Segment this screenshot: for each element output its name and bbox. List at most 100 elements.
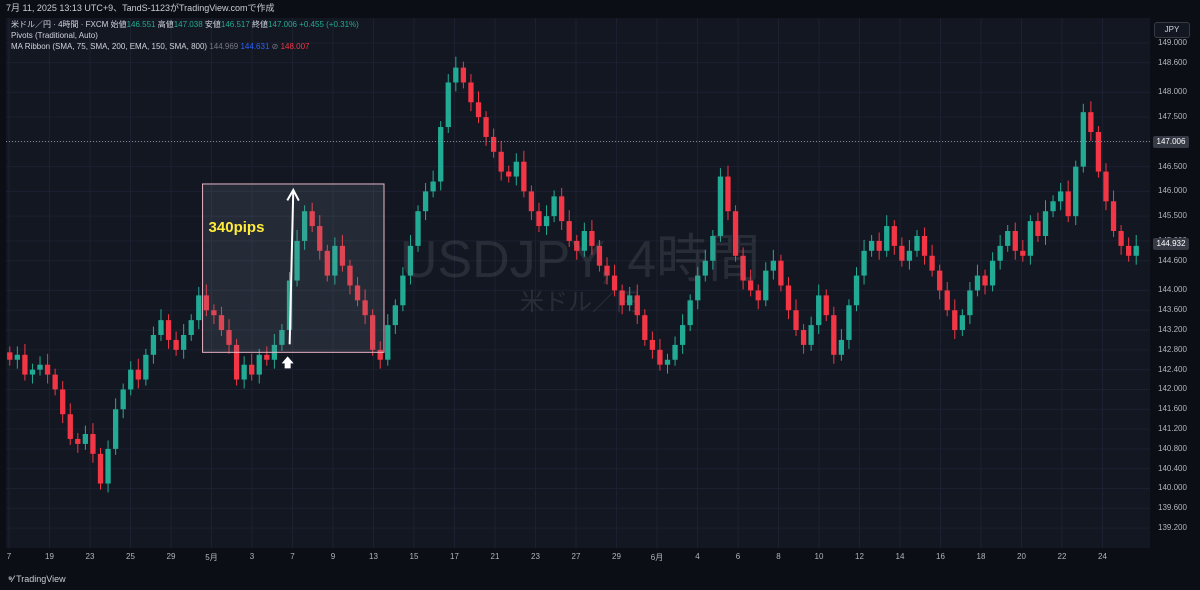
legend-high-label: 高値 bbox=[157, 20, 174, 29]
price-axis-label: 146.000 bbox=[1158, 186, 1187, 196]
candle bbox=[959, 315, 965, 331]
candle bbox=[642, 315, 648, 340]
candle bbox=[717, 176, 724, 236]
candle bbox=[589, 231, 595, 246]
candle bbox=[226, 330, 232, 345]
candle bbox=[687, 300, 693, 326]
candle bbox=[695, 275, 701, 301]
price-axis-label: 143.200 bbox=[1158, 325, 1187, 335]
time-axis-label: 21 bbox=[490, 552, 500, 561]
candle bbox=[385, 325, 391, 360]
candle bbox=[846, 305, 852, 340]
price-axis-label: 141.600 bbox=[1158, 404, 1187, 414]
candle bbox=[105, 448, 111, 484]
price-axis-label: 146.500 bbox=[1158, 161, 1187, 171]
candle bbox=[1020, 250, 1026, 256]
candle bbox=[150, 334, 157, 355]
candle bbox=[22, 354, 28, 375]
candle bbox=[392, 305, 398, 326]
candle bbox=[891, 226, 897, 246]
time-axis-label: 6 bbox=[735, 552, 741, 561]
candle bbox=[203, 295, 209, 311]
candle bbox=[868, 240, 875, 251]
candle bbox=[430, 181, 436, 192]
price-axis-label: 144.000 bbox=[1158, 285, 1187, 295]
candle bbox=[347, 265, 353, 286]
candle bbox=[498, 151, 504, 172]
candle bbox=[218, 315, 225, 331]
candle bbox=[755, 290, 761, 301]
candle bbox=[679, 325, 686, 345]
candle bbox=[249, 364, 255, 375]
candle bbox=[853, 275, 860, 306]
time-axis-label: 16 bbox=[936, 552, 945, 561]
candle bbox=[475, 102, 482, 118]
candle bbox=[732, 211, 739, 256]
candle bbox=[1133, 245, 1139, 256]
candle bbox=[453, 67, 459, 83]
candle bbox=[997, 245, 1003, 261]
price-axis-label: 149.000 bbox=[1158, 37, 1187, 47]
candle bbox=[800, 330, 807, 345]
price-axis-label: 139.200 bbox=[1158, 523, 1187, 533]
candle bbox=[1110, 201, 1117, 232]
price-axis-label: 140.400 bbox=[1158, 463, 1187, 473]
candle bbox=[778, 260, 784, 286]
candle bbox=[838, 339, 845, 355]
candle bbox=[52, 374, 58, 390]
candle bbox=[264, 354, 270, 360]
candle bbox=[1027, 221, 1034, 256]
time-axis-label: 23 bbox=[531, 552, 540, 561]
candle bbox=[279, 330, 285, 345]
legend-close-label: 終値 bbox=[252, 20, 269, 29]
legend-ribbon[interactable]: MA Ribbon (SMA, 75, SMA, 200, EMA, 150, … bbox=[11, 42, 208, 51]
candle bbox=[710, 235, 716, 261]
pips-label: 340pips bbox=[209, 219, 265, 236]
time-axis-label: 20 bbox=[1017, 552, 1026, 561]
candle bbox=[309, 211, 315, 227]
candle bbox=[816, 295, 822, 326]
candle bbox=[362, 300, 368, 316]
time-axis-label: 22 bbox=[1057, 552, 1067, 561]
candle bbox=[407, 245, 414, 276]
price-axis-label: 144.600 bbox=[1158, 255, 1187, 265]
tradingview-logo[interactable]: ⁹⁄ TradingView bbox=[8, 574, 66, 584]
price-axis-label: 148.600 bbox=[1158, 57, 1187, 67]
candle bbox=[301, 211, 308, 241]
price-axis-label: 139.600 bbox=[1158, 503, 1187, 513]
current-price-label: 147.006 bbox=[1153, 135, 1189, 148]
legend-close: 147.006 bbox=[268, 20, 297, 29]
candle bbox=[445, 82, 451, 128]
price-axis-label: 145.500 bbox=[1158, 211, 1187, 221]
price-axis-label: 143.600 bbox=[1158, 305, 1187, 315]
legend-hidden-icon[interactable]: ⊘ bbox=[271, 42, 279, 51]
candle bbox=[90, 434, 96, 454]
candle bbox=[793, 310, 799, 331]
price-axis-label: 140.000 bbox=[1158, 483, 1187, 493]
legend-high: 147.038 bbox=[173, 20, 203, 29]
time-axis-label: 27 bbox=[571, 552, 581, 561]
candle bbox=[702, 260, 708, 276]
chart-pane[interactable]: 340pips342pips bbox=[6, 18, 1150, 548]
candle bbox=[317, 226, 323, 251]
watermark-sub: 米ドル／円 bbox=[520, 289, 640, 316]
candle bbox=[506, 171, 512, 177]
legend-low-label: 安値 bbox=[204, 20, 221, 29]
currency-button[interactable]: JPY bbox=[1154, 22, 1190, 38]
candle bbox=[112, 409, 119, 449]
candle bbox=[143, 354, 149, 380]
candle bbox=[785, 285, 792, 311]
time-axis-label: 18 bbox=[976, 552, 986, 561]
legend-pivots[interactable]: Pivots (Traditional, Auto) bbox=[11, 31, 98, 40]
candle bbox=[332, 245, 338, 276]
candle bbox=[377, 349, 383, 360]
candle bbox=[543, 216, 550, 227]
candle bbox=[770, 260, 776, 271]
candle bbox=[1005, 231, 1011, 246]
candle bbox=[1080, 112, 1086, 167]
time-axis-label: 10 bbox=[814, 552, 824, 561]
current-price-label: 144.932 bbox=[1153, 238, 1189, 251]
legend-symbol[interactable]: 米ドル／円 · 4時間 · FXCM bbox=[11, 20, 109, 29]
price-chart[interactable]: 340pips342pips bbox=[6, 18, 1150, 548]
candle bbox=[899, 245, 905, 261]
